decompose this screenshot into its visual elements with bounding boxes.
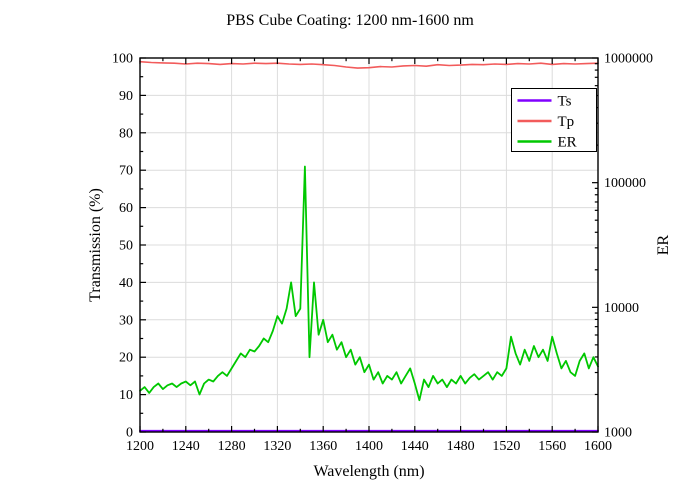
legend-label-Tp: Tp	[558, 114, 575, 130]
svg-text:80: 80	[119, 126, 133, 141]
svg-text:20: 20	[119, 351, 133, 366]
svg-text:1600: 1600	[584, 439, 612, 454]
legend-label-ER: ER	[558, 135, 577, 151]
svg-text:30: 30	[119, 313, 133, 328]
svg-text:1200: 1200	[126, 439, 154, 454]
svg-text:1240: 1240	[172, 439, 200, 454]
legend-label-Ts: Ts	[558, 94, 572, 110]
svg-text:1360: 1360	[309, 439, 337, 454]
y-left-axis-title: Transmission (%)	[87, 188, 104, 302]
tick-labels: 1200 1240 1280 1320 1360 1400 1440 1480 1520 1560…	[112, 52, 653, 455]
svg-text:1520: 1520	[492, 439, 520, 454]
axis-titles: Wavelength (nm) Transmission (%) ER	[87, 188, 672, 480]
svg-text:1480: 1480	[447, 439, 475, 454]
svg-text:1400: 1400	[355, 439, 383, 454]
series-ER	[139, 165, 599, 402]
svg-text:100000: 100000	[604, 176, 646, 191]
svg-text:0: 0	[126, 426, 133, 441]
series-Tp	[139, 60, 599, 69]
svg-text:70: 70	[119, 164, 133, 179]
svg-text:100: 100	[112, 52, 133, 67]
ticks	[139, 57, 599, 433]
svg-text:60: 60	[119, 201, 133, 216]
chart-title: PBS Cube Coating: 1200 nm-1600 nm	[226, 12, 474, 29]
legend: Ts Tp ER	[511, 88, 597, 152]
x-axis-title: Wavelength (nm)	[313, 463, 424, 480]
svg-text:1440: 1440	[401, 439, 429, 454]
svg-text:1000000: 1000000	[604, 52, 653, 67]
svg-text:90: 90	[119, 89, 133, 104]
svg-text:1000: 1000	[604, 426, 632, 441]
svg-text:10000: 10000	[604, 301, 639, 316]
svg-text:1320: 1320	[263, 439, 291, 454]
svg-text:50: 50	[119, 239, 133, 254]
svg-text:40: 40	[119, 276, 133, 291]
svg-text:1560: 1560	[538, 439, 566, 454]
svg-text:10: 10	[119, 388, 133, 403]
y-right-axis-title: ER	[655, 234, 672, 255]
svg-text:1280: 1280	[218, 439, 246, 454]
